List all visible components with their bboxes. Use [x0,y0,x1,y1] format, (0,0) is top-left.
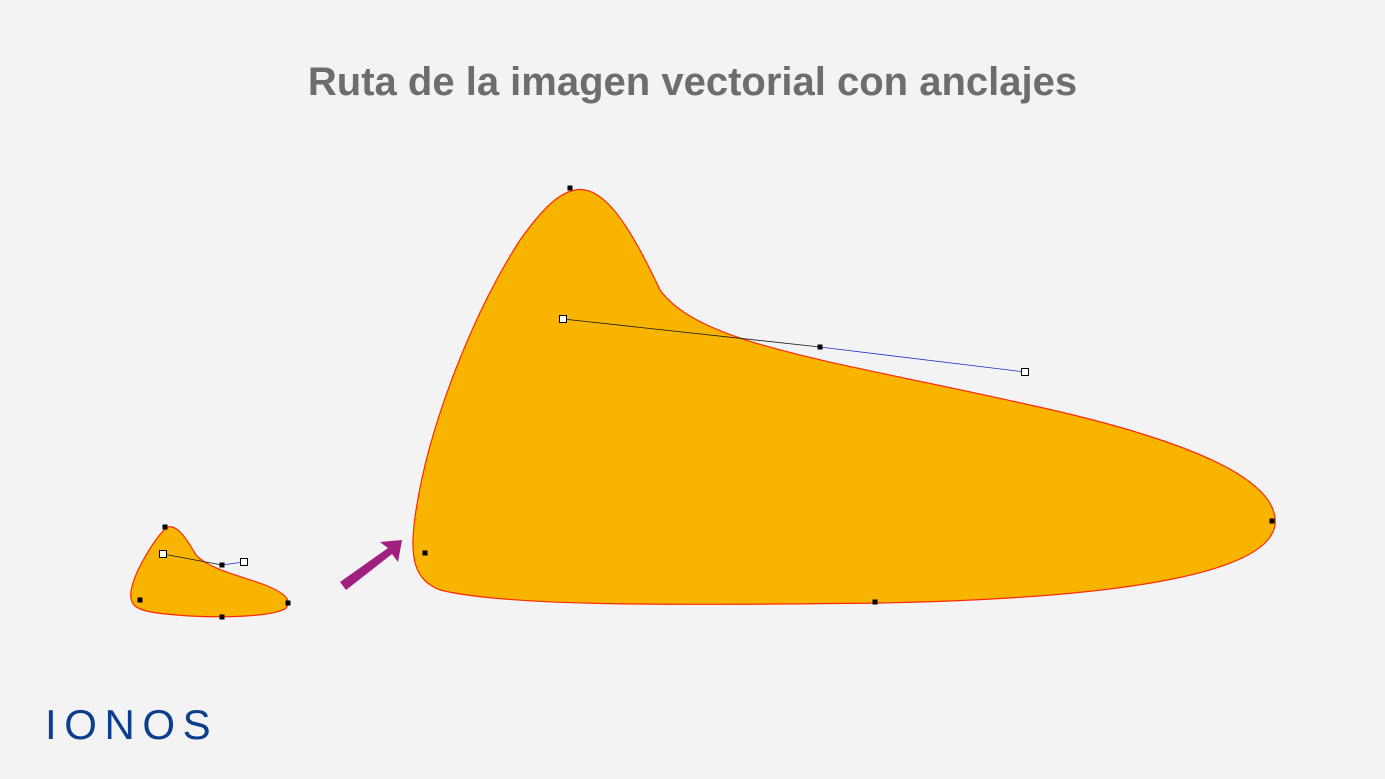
anchor-point-icon [568,186,573,191]
anchor-point-icon [423,551,428,556]
handle-anchor-icon [160,551,167,558]
anchor-point-icon [818,345,823,350]
handle-anchor-icon [241,559,248,566]
handle-anchor-icon [1022,369,1029,376]
handle-anchor-icon [560,316,567,323]
anchor-point-icon [1270,519,1275,524]
ionos-logo: IONOS [45,701,218,749]
anchor-point-icon [163,525,168,530]
vector-illustration [0,0,1385,779]
diagram-canvas: Ruta de la imagen vectorial con anclajes… [0,0,1385,779]
anchor-point-icon [873,600,878,605]
anchor-point-icon [286,601,291,606]
small-vector-shape [131,527,288,617]
anchor-point-icon [220,563,225,568]
large-vector-shape [413,189,1275,604]
anchor-point-icon [138,598,143,603]
scale-arrow-icon [340,540,402,590]
anchor-point-icon [220,615,225,620]
